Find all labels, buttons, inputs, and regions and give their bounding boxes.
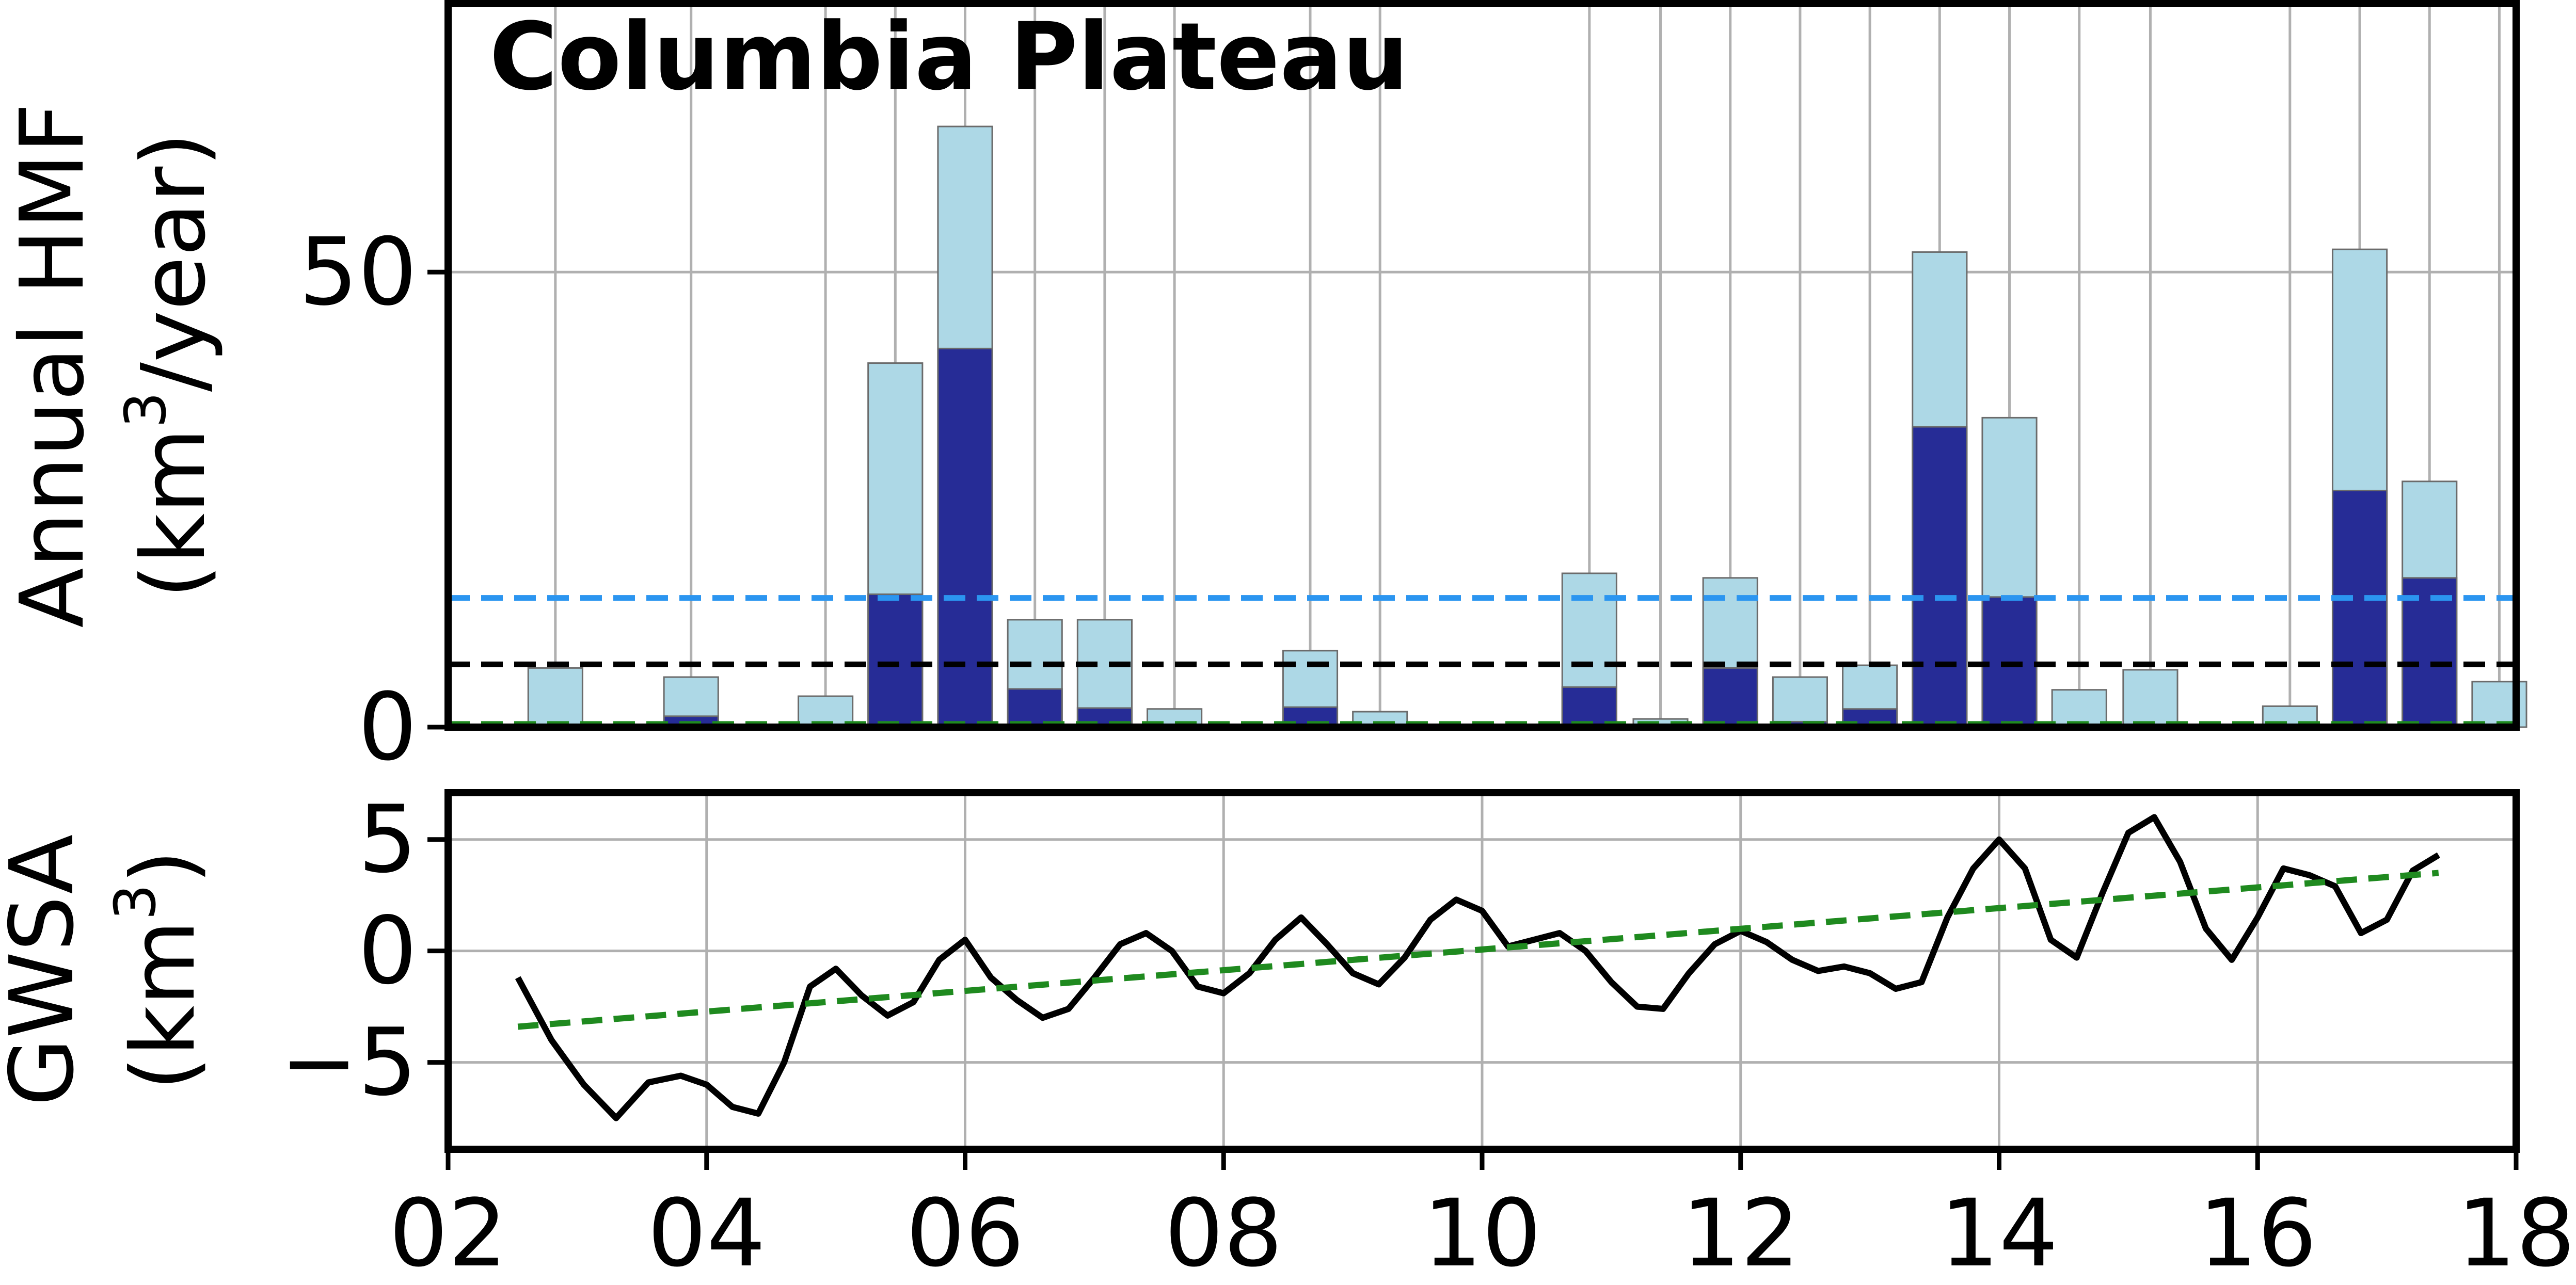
xtick-label-2: 06 bbox=[906, 1180, 1024, 1285]
top-ylabel-line2: (km3/year) bbox=[113, 132, 225, 598]
bar-part-12 bbox=[1703, 668, 1757, 727]
top-axes-frame bbox=[448, 4, 2516, 727]
bar-part-3 bbox=[868, 595, 923, 727]
bottom-ylabel-tail: ) bbox=[113, 850, 215, 884]
top-ylabel-sup: 3 bbox=[113, 392, 179, 428]
bar-total-18 bbox=[2123, 670, 2177, 727]
bottom-ytick-label-1: 0 bbox=[358, 897, 417, 1005]
top-y-axis-label: Annual HMF (km3/year) bbox=[2, 103, 225, 628]
bottom-ylabel-unit: (km bbox=[113, 920, 215, 1090]
bottom-lines bbox=[518, 817, 2439, 1118]
xtick-label-5: 12 bbox=[1681, 1180, 1800, 1285]
top-yticks: 0 50 bbox=[299, 218, 448, 781]
bottom-ytick-label-2: 5 bbox=[358, 786, 417, 894]
top-hlines bbox=[448, 598, 2516, 724]
top-ytick-label-0: 0 bbox=[358, 673, 417, 781]
bar-part-20 bbox=[2332, 490, 2387, 727]
bottom-y-axis-label: GWSA (km3) bbox=[0, 834, 215, 1106]
bar-total-0 bbox=[528, 668, 582, 727]
top-ylabel-unit: (km bbox=[123, 428, 225, 598]
bottom-ytick-label-0: −5 bbox=[280, 1009, 417, 1117]
bottom-ylabel-line2: (km3) bbox=[102, 850, 215, 1091]
series-line-GWSA bbox=[518, 817, 2439, 1118]
xtick-label-1: 04 bbox=[647, 1180, 766, 1285]
bottom-ylabel-sup: 3 bbox=[102, 884, 168, 920]
bar-total-13 bbox=[1773, 677, 1827, 727]
xtick-label-8: 18 bbox=[2457, 1180, 2575, 1285]
xtick-label-0: 02 bbox=[389, 1180, 507, 1285]
xtick-label-4: 10 bbox=[1423, 1180, 1541, 1285]
bottom-grid bbox=[448, 793, 2516, 1149]
bar-part-15 bbox=[1913, 427, 1967, 727]
top-grid bbox=[448, 4, 2516, 727]
top-title: Columbia Plateau bbox=[489, 3, 1409, 111]
xtick-label-7: 16 bbox=[2199, 1180, 2317, 1285]
top-ytick-label-50: 50 bbox=[299, 218, 417, 326]
top-bars bbox=[528, 126, 2526, 727]
top-ylabel-tail: /year) bbox=[123, 132, 225, 392]
xtick-label-6: 14 bbox=[1940, 1180, 2058, 1285]
xtick-label-3: 08 bbox=[1165, 1180, 1283, 1285]
bottom-yticks: −505 bbox=[280, 786, 448, 1117]
top-ylabel-line1: Annual HMF bbox=[2, 103, 104, 628]
bottom-ylabel-line1: GWSA bbox=[0, 834, 93, 1106]
bottom-xticks: 02 04 06 08 10 12 14 16 18 bbox=[389, 1149, 2575, 1285]
bar-part-4 bbox=[938, 348, 992, 727]
